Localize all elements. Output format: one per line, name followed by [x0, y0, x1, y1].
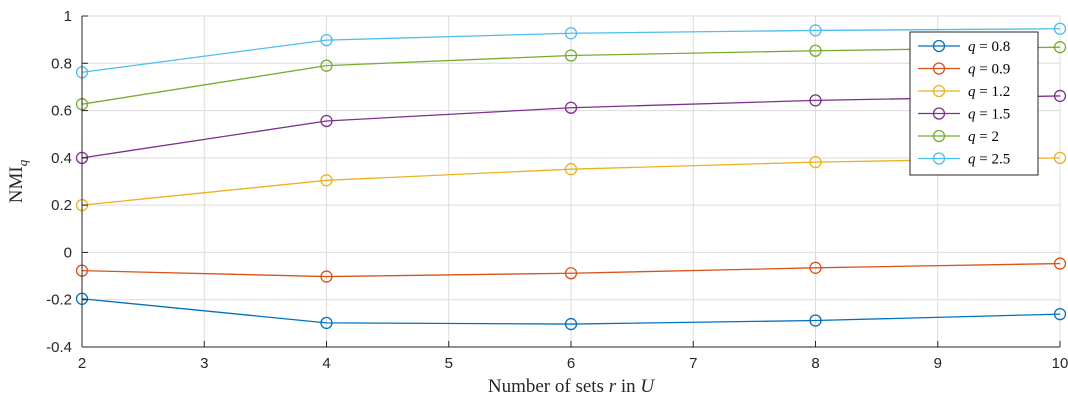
y-tick-label: -0.2 — [46, 292, 72, 309]
legend-item: q = 2.5 — [918, 152, 1010, 168]
series-line — [81, 262, 1061, 278]
data-point — [320, 174, 333, 187]
x-tick-label: 5 — [445, 355, 453, 372]
y-axis-label-sub: q — [15, 159, 30, 166]
data-point — [320, 114, 333, 128]
legend-swatch-marker — [932, 107, 946, 120]
data-point — [1053, 307, 1067, 321]
x-tick-label: 8 — [811, 355, 819, 372]
data-point — [320, 59, 333, 72]
x-tick-label: 6 — [567, 355, 575, 372]
legend-label-var: q — [968, 84, 976, 100]
data-point — [809, 44, 822, 57]
data-point — [564, 267, 578, 280]
data-point — [564, 163, 578, 176]
legend-swatch-marker — [932, 129, 946, 143]
series-line — [81, 46, 1061, 105]
series-q-1_2 — [75, 151, 1067, 212]
legend-box — [909, 31, 1039, 176]
legend-item: q = 0.9 — [918, 62, 1010, 78]
legend-item: q = 1.5 — [918, 107, 1010, 123]
legend-item: q = 2 — [918, 129, 999, 145]
legend-label-value: = 2 — [976, 129, 999, 145]
legend-swatch-marker — [932, 39, 946, 53]
x-axis-label-part: Number of sets — [488, 376, 609, 397]
x-axis-label-part: r — [609, 376, 617, 397]
y-tick-label: 0.4 — [51, 150, 72, 167]
data-point — [809, 24, 822, 37]
x-tick-label: 2 — [78, 355, 86, 372]
y-tick-label: -0.4 — [46, 339, 72, 356]
legend-label: q = 2 — [968, 129, 999, 145]
legend-label: q = 0.9 — [968, 62, 1010, 78]
y-tick-label: 1 — [64, 8, 72, 25]
legend-label-value: = 2.5 — [976, 152, 1011, 168]
tick-labels: 2 3 4 5 6 7 8 9 10 -0.4 -0.2 0 0.2 0.4 0.6 0.8 1 — [46, 8, 1068, 372]
data-point — [1053, 151, 1067, 165]
legend-item: q = 0.8 — [918, 39, 1010, 55]
legend-item: q = 1.2 — [918, 84, 1010, 100]
axes — [81, 15, 1061, 348]
data-point — [320, 33, 333, 47]
data-point — [1053, 22, 1067, 35]
legend-label-var: q — [968, 107, 976, 123]
series-q-2 — [75, 41, 1067, 111]
legend-label-value: = 0.9 — [976, 62, 1011, 78]
legend-label-var: q — [968, 39, 976, 55]
legend-swatch-marker — [932, 62, 946, 75]
data-point — [564, 101, 578, 114]
legend: q = 0.8q = 0.9q = 1.2q = 1.5q = 2q = 2.5 — [909, 31, 1039, 176]
data-point — [809, 94, 822, 107]
data-point — [1053, 257, 1067, 270]
data-point — [809, 261, 822, 274]
x-tick-label: 4 — [322, 355, 330, 372]
y-axis-label: NMIq — [6, 159, 30, 203]
data-point — [809, 155, 822, 169]
legend-label: q = 1.5 — [968, 107, 1010, 123]
legend-label-var: q — [968, 62, 976, 78]
series-line — [81, 157, 1061, 206]
series-line — [81, 28, 1061, 73]
legend-label-value: = 1.2 — [976, 84, 1011, 100]
data-point — [809, 314, 822, 327]
legend-label: q = 0.8 — [968, 39, 1010, 55]
legend-label: q = 2.5 — [968, 152, 1010, 168]
series-line — [81, 95, 1061, 159]
y-axis-label-base: NMI — [6, 166, 27, 203]
data-point — [564, 317, 578, 331]
data-point — [320, 270, 333, 283]
legend-label-value: = 0.8 — [976, 39, 1011, 55]
x-axis-label-part: U — [640, 376, 655, 397]
y-tick-label: 0.8 — [51, 55, 72, 72]
data-point — [1053, 89, 1067, 103]
x-tick-label: 9 — [934, 355, 942, 372]
data-point — [564, 49, 578, 62]
data-point — [320, 316, 333, 330]
x-tick-label: 7 — [689, 355, 697, 372]
y-tick-label: 0 — [64, 244, 72, 261]
series-line — [81, 298, 1061, 325]
legend-swatch-marker — [932, 152, 946, 165]
x-axis-label-part: in — [616, 376, 640, 397]
x-tick-label: 10 — [1052, 355, 1068, 372]
legend-label-var: q — [968, 129, 976, 145]
legend-swatch-marker — [932, 84, 946, 98]
data-point — [1053, 41, 1067, 54]
y-tick-label: 0.2 — [51, 197, 72, 214]
x-axis-label: Number of sets r in U — [488, 376, 656, 397]
legend-label-var: q — [968, 152, 976, 168]
legend-label: q = 1.2 — [968, 84, 1010, 100]
x-tick-label: 3 — [200, 355, 208, 372]
y-tick-label: 0.6 — [51, 103, 72, 120]
legend-label-value: = 1.5 — [976, 107, 1011, 123]
data-point — [564, 27, 578, 40]
